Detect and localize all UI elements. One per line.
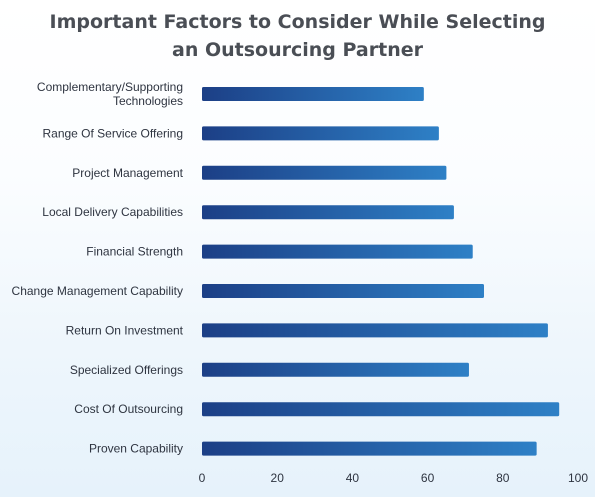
chart-title: Important Factors to Consider While Sele… — [0, 8, 595, 64]
category-label-6: Return On Investment — [66, 323, 184, 337]
category-label-line: Change Management Capability — [12, 284, 183, 298]
bar-2 — [202, 165, 447, 180]
bar-9 — [202, 441, 537, 456]
category-label-7: Specialized Offerings — [70, 363, 183, 377]
chart-title-line-2: an Outsourcing Partner — [172, 39, 423, 61]
category-label-line: Complementary/Supporting — [37, 80, 183, 94]
category-label-line: Specialized Offerings — [70, 363, 183, 377]
bar-0 — [202, 87, 424, 101]
category-label-line: Financial Strength — [86, 245, 183, 259]
x-tick-label: 80 — [496, 471, 510, 485]
category-label-line: Proven Capability — [89, 442, 183, 456]
category-label-0: Complementary/Supporting Technologies — [37, 80, 183, 108]
category-label-line: Local Delivery Capabilities — [42, 205, 183, 219]
category-labels: Complementary/Supporting Technologies Rang… — [12, 80, 184, 456]
bar-7 — [202, 362, 469, 377]
bar-1 — [202, 126, 439, 141]
category-label-line: Cost Of Outsourcing — [74, 402, 183, 416]
x-tick-label: 40 — [346, 471, 360, 485]
category-label-1: Range Of Service Offering — [42, 126, 183, 140]
bars-group — [202, 87, 560, 456]
bar-6 — [202, 323, 548, 338]
category-label-line: Range Of Service Offering — [42, 126, 183, 140]
bar-3 — [202, 205, 454, 220]
category-label-line: Technologies — [113, 94, 183, 108]
bar-8 — [202, 402, 560, 417]
bar-5 — [202, 284, 484, 298]
category-label-4: Financial Strength — [86, 245, 183, 259]
category-label-line: Return On Investment — [66, 323, 184, 337]
x-tick-label: 60 — [421, 471, 435, 485]
category-label-5: Change Management Capability — [12, 284, 183, 298]
bar-4 — [202, 244, 473, 259]
chart-title-line-1: Important Factors to Consider While Sele… — [49, 11, 546, 33]
category-label-3: Local Delivery Capabilities — [42, 205, 183, 219]
category-label-2: Project Management — [72, 166, 183, 180]
category-label-line: Project Management — [72, 166, 183, 180]
x-tick-label: 20 — [271, 471, 285, 485]
x-tick-label: 100 — [568, 471, 588, 485]
category-label-9: Proven Capability — [89, 442, 183, 456]
x-axis-ticks: 0 20 40 60 80 100 — [199, 471, 589, 485]
x-tick-label: 0 — [199, 471, 206, 485]
category-label-8: Cost Of Outsourcing — [74, 402, 183, 416]
